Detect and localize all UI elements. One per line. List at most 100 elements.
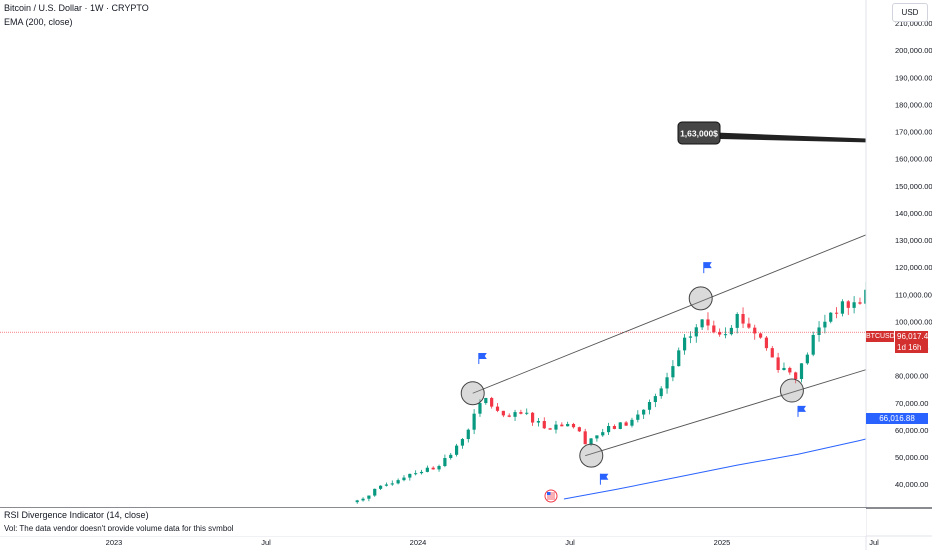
candle-body xyxy=(753,327,757,334)
markers-layer: 1,63,000$ xyxy=(460,121,866,503)
candle-body xyxy=(817,327,821,336)
candle-body xyxy=(852,302,856,308)
candle-body xyxy=(729,327,733,335)
candle-body xyxy=(618,422,622,429)
candle-body xyxy=(677,350,681,367)
event-flag-icon xyxy=(544,489,558,503)
event-canton xyxy=(547,492,551,495)
channel-lower-line xyxy=(585,369,866,457)
candle-body xyxy=(490,397,494,407)
candle-body xyxy=(834,312,839,314)
candle-body xyxy=(460,439,465,446)
candle-body xyxy=(758,333,763,338)
candle-body xyxy=(665,377,669,389)
price-tick-label: 150,000.00 xyxy=(895,182,932,191)
flag-banner xyxy=(600,473,609,480)
ema-price-label: 66,016.88 xyxy=(866,413,928,424)
ema-legend[interactable]: EMA (200, close) xyxy=(4,17,73,27)
price-tick-label: 210,000.00 xyxy=(895,19,932,28)
candle-body xyxy=(536,421,541,423)
time-tick-label: 2024 xyxy=(410,538,427,547)
currency-button[interactable]: USD xyxy=(892,3,928,22)
candle-body xyxy=(741,314,745,324)
price-tick-label: 190,000.00 xyxy=(895,73,932,82)
candle-body xyxy=(659,388,663,397)
candle-body xyxy=(384,484,389,486)
time-tick-label: 2023 xyxy=(106,538,123,547)
price-tick-label: 180,000.00 xyxy=(895,100,932,109)
price-tick-label: 40,000.00 xyxy=(895,480,928,489)
candle-body xyxy=(840,301,845,314)
flag-banner xyxy=(478,353,487,360)
candle-body xyxy=(794,372,798,380)
candle-body xyxy=(688,336,693,338)
candle-body xyxy=(495,406,500,411)
candle-body xyxy=(373,488,377,496)
price-tick-label: 70,000.00 xyxy=(895,399,928,408)
price-tick-label: 200,000.00 xyxy=(895,46,932,55)
candle-body xyxy=(443,458,447,467)
ticker-tag: BTCUSD xyxy=(866,331,895,342)
candle-body xyxy=(630,419,634,426)
rsi-title: RSI Divergence Indicator (14, close) xyxy=(4,510,149,520)
price-tick-label: 60,000.00 xyxy=(895,426,928,435)
candle-body xyxy=(589,438,593,445)
candle-body xyxy=(577,427,581,432)
candle-body xyxy=(601,432,605,436)
candle-body xyxy=(408,473,412,478)
candle-body xyxy=(513,412,517,417)
price-tick-label: 130,000.00 xyxy=(895,236,932,245)
callout-pointer xyxy=(678,131,866,143)
candle-body xyxy=(355,500,359,503)
candle-body xyxy=(770,348,774,358)
time-tick-label: 2025 xyxy=(714,538,731,547)
candle-body xyxy=(367,495,371,499)
candle-body xyxy=(647,402,652,410)
price-tick-label: 160,000.00 xyxy=(895,155,932,164)
candle-body xyxy=(361,498,365,501)
price-tick-label: 100,000.00 xyxy=(895,317,932,326)
candle-body xyxy=(718,332,722,335)
candle-body xyxy=(829,312,833,322)
target-label: 1,63,000$ xyxy=(680,129,718,139)
candle-body xyxy=(671,366,675,378)
candle-body xyxy=(554,424,558,430)
candle-body xyxy=(694,327,698,337)
flag-banner xyxy=(703,262,712,269)
candle-body xyxy=(560,424,564,427)
candle-body xyxy=(414,473,418,475)
price-tick-label: 80,000.00 xyxy=(895,372,928,381)
candle-body xyxy=(437,466,441,470)
price-tick-label: 50,000.00 xyxy=(895,453,928,462)
candle-body xyxy=(823,321,827,328)
time-tick-label: Jul xyxy=(261,538,271,547)
candle-body xyxy=(402,477,406,481)
candle-body xyxy=(735,314,739,328)
candle-body xyxy=(712,325,716,333)
candle-body xyxy=(396,480,400,484)
candle-body xyxy=(642,409,646,415)
candle-body xyxy=(706,319,710,326)
candle-body xyxy=(390,483,394,485)
candle-body xyxy=(449,454,453,459)
symbol-title: Bitcoin / U.S. Dollar · 1W · CRYPTO xyxy=(4,3,149,13)
ema-200-line xyxy=(563,438,866,500)
candle-body xyxy=(682,337,687,351)
event-circle xyxy=(544,489,558,503)
candle-body xyxy=(636,414,640,420)
flag-icon xyxy=(703,262,712,274)
time-tick-label: Jul xyxy=(869,538,879,547)
candle-body xyxy=(747,323,751,328)
time-tick-label: Jul xyxy=(565,538,575,547)
candle-body xyxy=(624,422,628,426)
candle-body xyxy=(799,363,804,380)
rsi-pane[interactable]: RSI Divergence Indicator (14, close) Vol… xyxy=(0,508,866,536)
flag-banner xyxy=(798,405,806,412)
candle-body xyxy=(478,403,482,414)
price-tick-label: 110,000.00 xyxy=(895,290,932,299)
candle-body xyxy=(519,412,523,414)
touch-point-circle xyxy=(688,286,713,311)
flag-icon xyxy=(797,405,806,417)
